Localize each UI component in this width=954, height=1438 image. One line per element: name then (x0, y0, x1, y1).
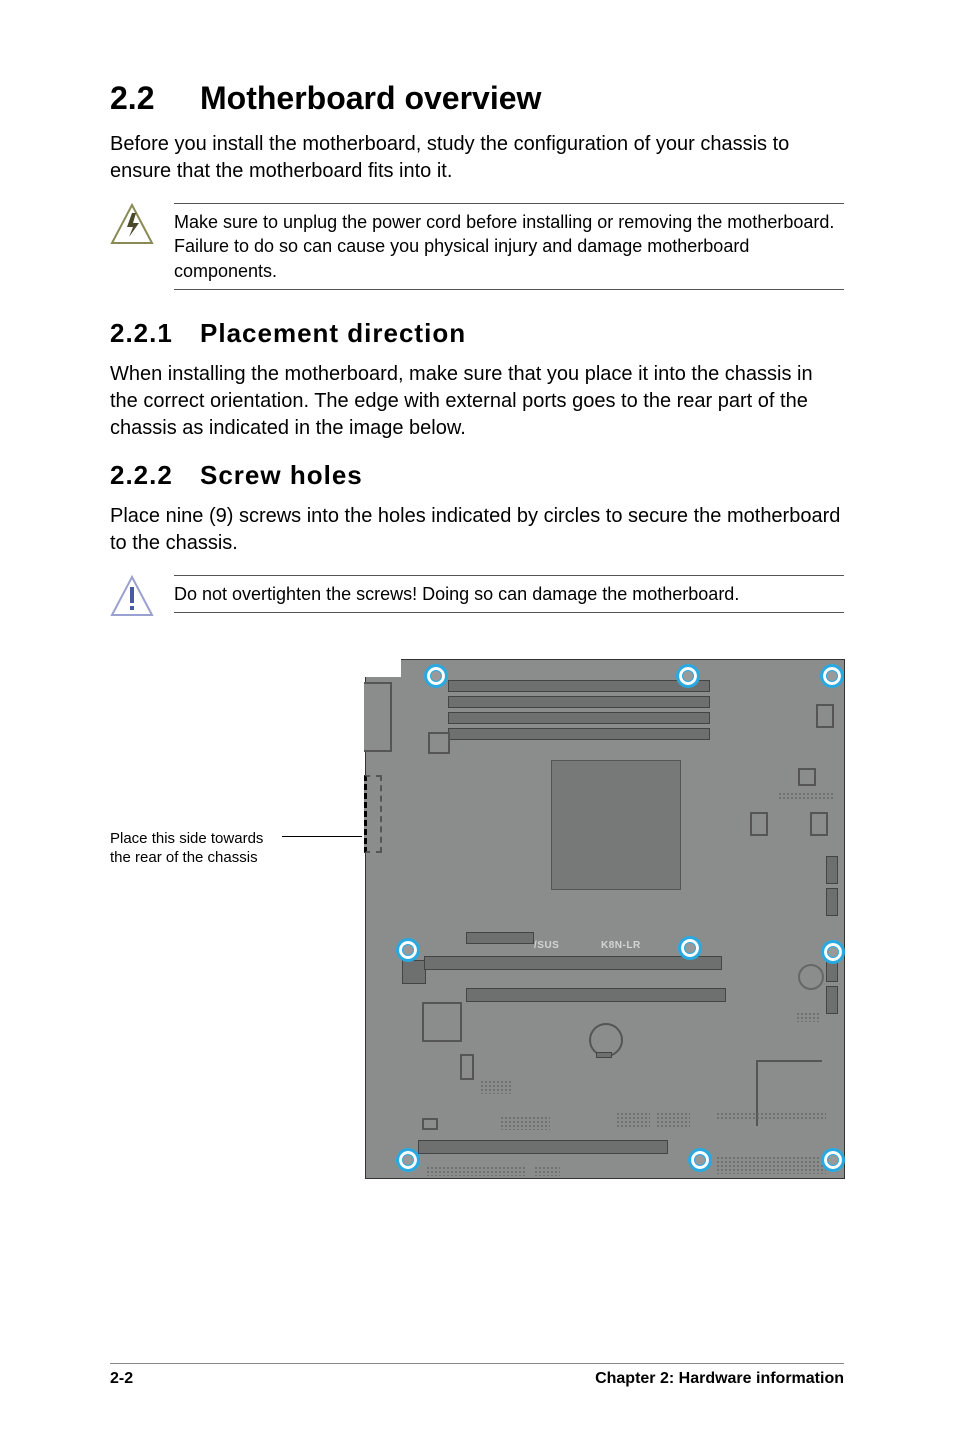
subsection-2-text: Place nine (9) screws into the holes ind… (110, 503, 844, 557)
screw-hole-icon (396, 938, 420, 962)
subsection-2-title: Screw holes (200, 460, 363, 490)
screw-hole-icon (424, 664, 448, 688)
motherboard-figure: Place this side towards the rear of the … (110, 659, 844, 1199)
lightning-icon (110, 203, 154, 247)
small-circle-icon (796, 962, 826, 992)
brand-label: /SUS (534, 940, 559, 951)
section-heading: 2.2Motherboard overview (110, 80, 844, 117)
page-footer: 2-2 Chapter 2: Hardware information (110, 1363, 844, 1388)
caution-callout: Do not overtighten the screws! Doing so … (110, 575, 844, 619)
model-label: K8N-LR (601, 940, 641, 951)
subsection-1-heading: 2.2.1Placement direction (110, 318, 844, 349)
warning-text: Make sure to unplug the power cord befor… (174, 204, 844, 289)
figure-pointer-line (282, 836, 362, 837)
subsection-1-text: When installing the motherboard, make su… (110, 361, 844, 442)
section-number: 2.2 (110, 80, 200, 117)
footer-chapter: Chapter 2: Hardware information (595, 1370, 844, 1388)
screw-hole-icon (820, 664, 844, 688)
screw-hole-icon (676, 664, 700, 688)
section-title: Motherboard overview (200, 80, 541, 116)
subsection-2-heading: 2.2.2Screw holes (110, 460, 844, 491)
motherboard-diagram: /SUS K8N-LR (365, 659, 845, 1179)
caution-text: Do not overtighten the screws! Doing so … (174, 576, 844, 612)
warning-callout: Make sure to unplug the power cord befor… (110, 203, 844, 290)
subsection-1-title: Placement direction (200, 318, 466, 348)
figure-side-label: Place this side towards the rear of the … (110, 829, 280, 868)
screw-hole-icon (688, 1148, 712, 1172)
screw-hole-icon (396, 1148, 420, 1172)
screw-hole-icon (821, 1148, 845, 1172)
subsection-1-number: 2.2.1 (110, 318, 200, 349)
footer-page-number: 2-2 (110, 1370, 133, 1388)
section-intro: Before you install the motherboard, stud… (110, 131, 844, 185)
screw-hole-icon (821, 940, 845, 964)
screw-hole-icon (678, 936, 702, 960)
exclamation-icon (110, 575, 154, 619)
subsection-2-number: 2.2.2 (110, 460, 200, 491)
